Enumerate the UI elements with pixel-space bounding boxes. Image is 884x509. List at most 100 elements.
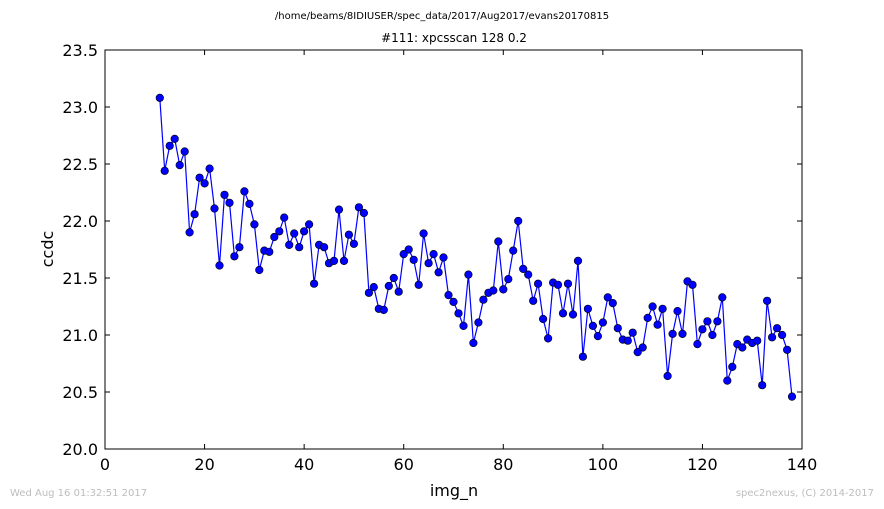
data-point [285, 240, 294, 249]
chart-title: #111: xpcsscan 128 0.2 [381, 31, 527, 45]
data-point [474, 318, 483, 327]
data-point [688, 280, 697, 289]
data-point [538, 314, 548, 324]
data-point [359, 208, 369, 218]
data-point [568, 310, 578, 319]
data-point [220, 190, 229, 199]
data-point [578, 352, 588, 361]
data-point [245, 199, 254, 208]
y-tick-label: 21.0 [62, 326, 98, 345]
data-point [494, 237, 503, 246]
data-point [553, 280, 563, 289]
data-point [653, 320, 662, 329]
data-point [718, 293, 727, 302]
y-tick-label: 23.0 [62, 98, 98, 117]
data-point [628, 328, 637, 337]
data-point [563, 279, 573, 288]
data-point [698, 325, 707, 334]
data-point [593, 332, 603, 341]
data-point [479, 295, 488, 304]
data-point [185, 228, 194, 237]
x-tick-label: 120 [687, 455, 718, 474]
data-point [394, 287, 403, 296]
data-point [658, 304, 667, 313]
data-point [160, 166, 169, 175]
data-point [464, 270, 473, 279]
footer-credit: spec2nexus, (C) 2014-2017 [735, 488, 874, 499]
data-point [349, 239, 359, 248]
data-point [772, 324, 782, 333]
data-point [240, 187, 249, 196]
data-point [782, 345, 792, 354]
data-point [265, 247, 274, 256]
data-point [693, 340, 702, 349]
data-point [489, 286, 498, 295]
data-point [339, 256, 349, 266]
data-point [215, 261, 224, 270]
data-point [409, 255, 418, 264]
data-point [648, 302, 657, 311]
data-point [623, 336, 632, 345]
data-point [310, 279, 319, 288]
data-point [170, 134, 179, 143]
data-point [305, 220, 314, 229]
x-tick-label: 100 [588, 455, 619, 474]
data-point [723, 376, 732, 385]
data-point [519, 264, 528, 274]
data-point [225, 198, 234, 207]
data-point [533, 279, 543, 288]
data-point [638, 343, 647, 352]
data-point [728, 362, 737, 372]
data-point [758, 381, 767, 390]
data-point [703, 317, 712, 326]
data-point [369, 283, 378, 292]
data-point [180, 147, 189, 156]
data-point [210, 204, 219, 213]
data-point [643, 313, 652, 323]
axis-ticks: 0 20 40 60 80 100 120 140 20.0 20.5 21.0 21.5 22.0 22… [62, 41, 817, 474]
data-series [155, 93, 797, 401]
data-point [200, 179, 209, 188]
data-point [753, 336, 762, 345]
data-point [499, 285, 508, 294]
data-point [459, 321, 468, 331]
y-tick-label: 21.5 [62, 269, 98, 288]
data-point [608, 299, 617, 308]
data-point [598, 318, 608, 327]
x-tick-label: 0 [100, 455, 110, 474]
data-point [603, 293, 612, 302]
data-point [543, 334, 553, 343]
data-point [633, 348, 642, 357]
data-point [344, 230, 354, 239]
data-point [419, 229, 428, 238]
data-point [235, 243, 244, 252]
y-axis-label: ccdc [38, 231, 57, 268]
data-point [449, 297, 458, 307]
data-point [280, 213, 289, 222]
data-point [329, 256, 339, 266]
data-point [424, 259, 433, 268]
data-point [414, 280, 423, 289]
data-point [738, 343, 747, 352]
x-tick-label: 140 [787, 455, 818, 474]
x-axis-label: img_n [430, 481, 478, 501]
data-point [558, 309, 568, 318]
data-point [509, 246, 518, 255]
data-point [295, 243, 304, 252]
data-point [678, 329, 687, 339]
y-tick-label: 22.5 [62, 155, 98, 174]
data-point [583, 304, 593, 313]
y-tick-label: 23.5 [62, 41, 98, 60]
data-point [673, 307, 682, 316]
data-point [429, 250, 438, 259]
data-point [524, 270, 533, 279]
data-point [404, 245, 413, 254]
y-tick-label: 22.0 [62, 212, 98, 231]
plot-frame [104, 49, 803, 450]
data-point [469, 338, 478, 348]
data-point [708, 330, 717, 340]
footer-timestamp: Wed Aug 16 01:32:51 2017 [10, 488, 148, 499]
data-point [529, 296, 538, 305]
data-point [514, 216, 523, 226]
